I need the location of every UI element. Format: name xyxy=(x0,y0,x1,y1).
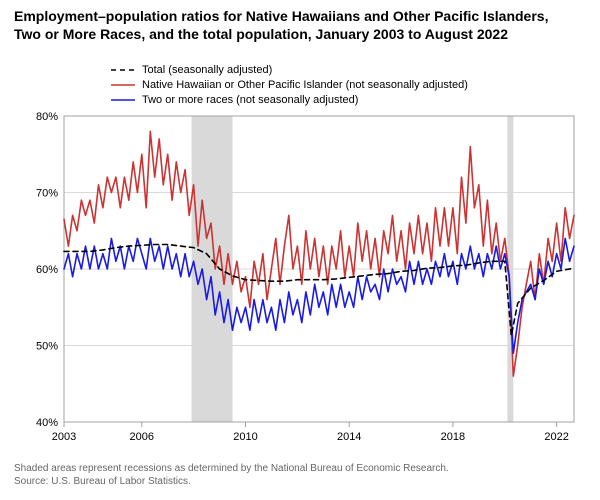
svg-text:2003: 2003 xyxy=(52,431,76,443)
legend-swatch-total xyxy=(110,64,136,76)
footnote: Shaded areas represent recessions as det… xyxy=(14,462,449,488)
svg-text:2022: 2022 xyxy=(544,431,568,443)
legend-item-nhpi: Native Hawaiian or Other Pacific Islande… xyxy=(110,77,468,92)
footnote-line-1: Shaded areas represent recessions as det… xyxy=(14,462,449,475)
legend: Total (seasonally adjusted) Native Hawai… xyxy=(110,62,468,107)
chart-svg: 40% 50% 60% 70% 80% 2003 2006 2010 2014 2018 2022 xyxy=(14,110,586,450)
svg-text:2014: 2014 xyxy=(337,431,361,443)
chart-title: Employment–population ratios for Native … xyxy=(14,8,574,43)
legend-label-nhpi: Native Hawaiian or Other Pacific Islande… xyxy=(142,79,468,91)
svg-text:60%: 60% xyxy=(36,264,58,276)
legend-item-two: Two or more races (not seasonally adjust… xyxy=(110,92,468,107)
svg-text:40%: 40% xyxy=(36,417,58,429)
legend-swatch-nhpi xyxy=(110,79,136,91)
footnote-line-2: Source: U.S. Bureau of Labor Statistics. xyxy=(14,475,449,488)
legend-swatch-two xyxy=(110,94,136,106)
svg-text:2018: 2018 xyxy=(441,431,465,443)
svg-text:70%: 70% xyxy=(36,188,58,200)
legend-label-two: Two or more races (not seasonally adjust… xyxy=(142,94,358,106)
svg-text:2010: 2010 xyxy=(233,431,257,443)
legend-label-total: Total (seasonally adjusted) xyxy=(142,64,272,76)
legend-item-total: Total (seasonally adjusted) xyxy=(110,62,468,77)
svg-text:80%: 80% xyxy=(36,111,58,123)
svg-text:2006: 2006 xyxy=(130,431,154,443)
svg-text:50%: 50% xyxy=(36,341,58,353)
chart: 40% 50% 60% 70% 80% 2003 2006 2010 2014 2018 2022 xyxy=(14,110,586,450)
